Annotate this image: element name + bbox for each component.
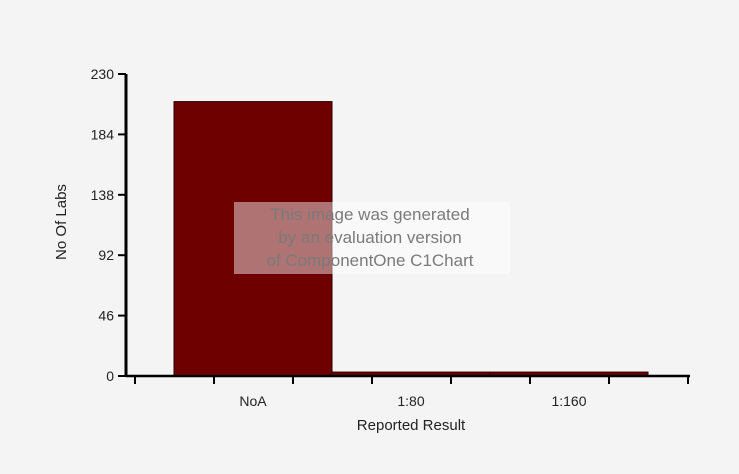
y-tick-label: 230	[91, 66, 115, 82]
y-axis-title: No Of Labs	[53, 184, 70, 260]
x-axis-title: Reported Result	[357, 417, 466, 434]
watermark-line-3: of ComponentOne C1Chart	[267, 251, 474, 270]
y-ticks-group: 0 46 92 138 184 230	[91, 66, 126, 384]
y-tick-label: 46	[98, 308, 114, 324]
x-ticks-group: NoA 1:80 1:160	[134, 376, 689, 409]
x-tick-label: 1:160	[551, 393, 586, 409]
y-tick-label: 0	[106, 368, 114, 384]
y-tick-label: 92	[98, 247, 114, 263]
watermark-line-1: This image was generated	[270, 205, 469, 224]
evaluation-watermark: This image was generated by an evaluatio…	[234, 202, 510, 274]
bar-noa	[173, 101, 333, 377]
bars-group	[173, 101, 649, 377]
axes-group	[124, 74, 690, 378]
y-tick-label: 184	[91, 126, 115, 142]
x-tick-label: NoA	[239, 393, 267, 409]
watermark-box	[234, 202, 510, 274]
y-tick-label: 138	[91, 187, 115, 203]
x-tick-label: 1:80	[397, 393, 424, 409]
watermark-line-2: by an evaluation version	[278, 228, 461, 247]
